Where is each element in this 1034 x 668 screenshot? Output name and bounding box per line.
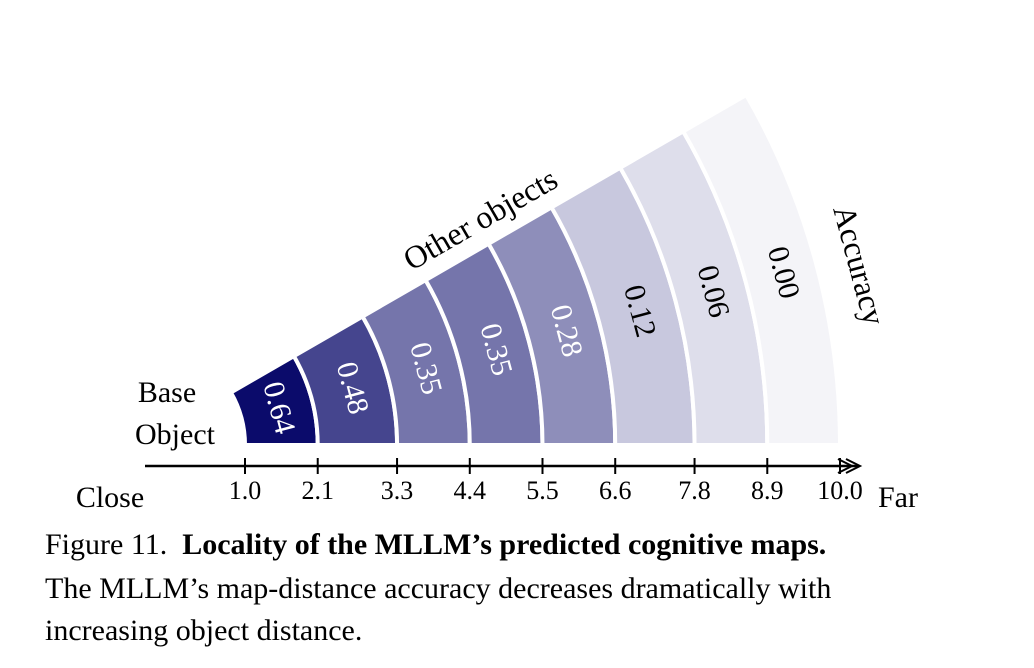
x-tick-label: 1.0 <box>229 476 262 505</box>
x-tick-label: 4.4 <box>454 476 487 505</box>
x-tick-label: 10.0 <box>817 476 863 505</box>
caption-line: Figure 11. Locality of the MLLM’s predic… <box>45 528 826 562</box>
base-label: Base <box>138 376 196 409</box>
chart: Close Far Base Object Other objects Accu… <box>76 93 918 514</box>
base-label: Object <box>135 418 216 451</box>
x-tick-label: 8.9 <box>751 476 784 505</box>
x-tick-label: 2.1 <box>301 476 334 505</box>
x-label-right: Far <box>878 481 918 514</box>
x-label-left: Close <box>76 481 144 514</box>
x-tick-label: 3.3 <box>381 476 414 505</box>
caption-label: Figure 11. <box>45 528 168 561</box>
caption-title: Locality of the MLLM’s predicted cogniti… <box>182 528 827 561</box>
x-tick-label: 5.5 <box>526 476 559 505</box>
caption-line: The MLLM’s map-distance accuracy decreas… <box>45 572 832 605</box>
axis-arrow <box>837 458 863 474</box>
caption-line: increasing object distance. <box>45 614 363 647</box>
band <box>681 93 842 447</box>
x-tick-label: 6.6 <box>599 476 632 505</box>
x-tick-label: 7.8 <box>678 476 711 505</box>
value-axis-label: Accuracy <box>826 201 892 329</box>
